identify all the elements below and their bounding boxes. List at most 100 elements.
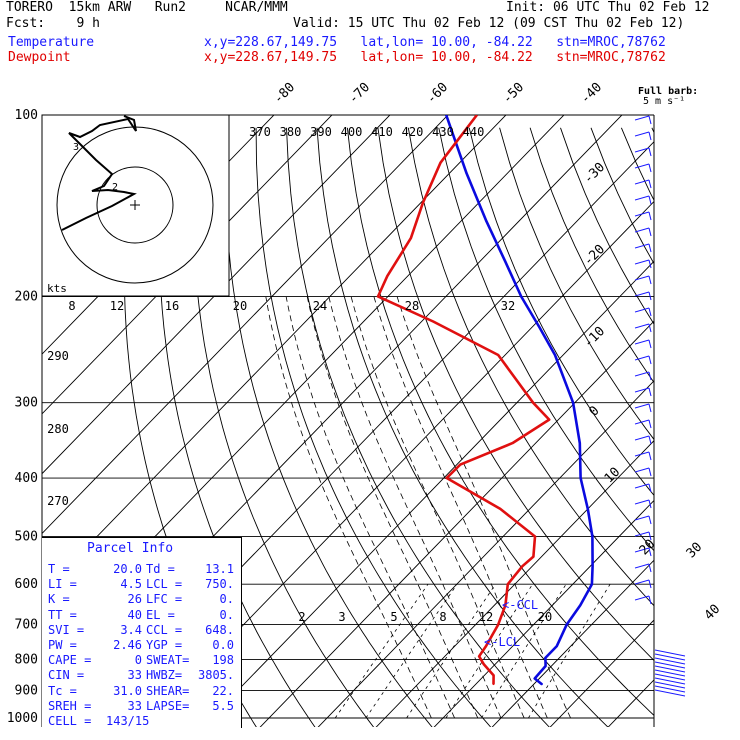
- moist-adiabat-label: 8: [68, 299, 75, 313]
- isotherm-label: 0: [586, 403, 602, 419]
- parcel-row: K = 26 LFC = 0.: [48, 592, 238, 607]
- dry-adiabat: [468, 127, 654, 497]
- wind-barb: [634, 291, 650, 297]
- dewpoint-point: [446, 477, 448, 479]
- parcel-cell: 5.5: [212, 698, 234, 713]
- isotherm-label: 20: [637, 537, 659, 559]
- isotherm-label: 10: [602, 465, 624, 487]
- parcel-cell: CAPE =: [48, 653, 92, 668]
- moist-adiabat-label: 16: [165, 299, 179, 313]
- wind-barb: [654, 677, 686, 685]
- wind-barb-flag: [648, 115, 652, 125]
- temperature-point: [554, 354, 556, 356]
- wind-barb-flag: [648, 547, 652, 557]
- parcel-cell: LCL =: [146, 577, 183, 592]
- isotherm-line: [433, 499, 654, 727]
- dewpoint-point: [476, 115, 478, 116]
- parcel-cell: 13.1: [205, 562, 234, 576]
- isotherm-label: -80: [271, 80, 298, 107]
- wind-barb-flag: [648, 371, 652, 381]
- legend-temperature: Temperature: [8, 35, 95, 50]
- wind-barb-flag: [648, 515, 652, 525]
- wind-barb: [634, 259, 650, 265]
- dewpoint-point: [532, 556, 535, 558]
- parcel-cell: 0: [134, 653, 142, 668]
- moist-adiabat-label: 12: [110, 299, 124, 313]
- wind-barb-flag: [648, 579, 652, 589]
- parcel-cell: CCL =: [146, 622, 183, 637]
- dry-adiabat: [224, 127, 433, 727]
- parcel-row: TT = 40 EL = 0.: [48, 608, 238, 623]
- dewpoint-point: [459, 464, 461, 466]
- wind-barb: [634, 387, 650, 393]
- wind-barb: [634, 563, 650, 569]
- temperature-point: [538, 326, 541, 328]
- wind-barb: [634, 403, 650, 409]
- isotherm-line: [549, 619, 654, 727]
- wind-barb: [654, 673, 686, 681]
- wind-barb: [634, 195, 650, 201]
- dewpoint-point: [497, 354, 499, 356]
- temperature-point: [545, 665, 547, 667]
- dewpoint-point: [499, 508, 501, 510]
- wind-barb-flag: [648, 227, 652, 237]
- wind-barb: [634, 147, 650, 153]
- isotherm-label: -60: [424, 80, 451, 107]
- wind-barb: [634, 163, 650, 169]
- dewpoint-point: [439, 162, 442, 164]
- mixing-ratio-line: [528, 583, 611, 719]
- wind-barb: [634, 307, 650, 313]
- parcel-cell: EL =: [146, 607, 175, 622]
- pressure-tick-label: 400: [15, 471, 38, 486]
- temperature-location: x,y=228.67,149.75 lat,lon= 10.00, -84.22…: [204, 35, 666, 50]
- pressure-tick-label: 300: [15, 396, 38, 411]
- wind-barb-flag: [648, 179, 652, 189]
- isotherm-line: [259, 320, 654, 727]
- wind-barb-flag: [648, 387, 652, 397]
- parcel-row: PW = 2.46 YGP = 0.0: [48, 638, 238, 653]
- wind-barb-flag: [648, 131, 652, 141]
- theta-label: 430: [432, 125, 454, 139]
- dewpoint-point: [478, 655, 480, 657]
- parcel-cell: 4.5: [120, 577, 142, 592]
- wind-barb: [634, 323, 650, 329]
- theta-label: 290: [47, 349, 69, 363]
- parcel-cell: CIN =: [48, 668, 85, 683]
- dewpoint-point: [492, 683, 495, 686]
- dry-adiabat: [407, 127, 654, 607]
- pressure-tick-label: 200: [15, 290, 38, 305]
- parcel-row: T = 20.0 Td = 13.1: [48, 562, 238, 577]
- wind-barb-flag: [648, 483, 652, 493]
- wind-barb-flag: [648, 275, 652, 285]
- isotherm-line: [201, 260, 654, 727]
- dewpoint-point: [511, 442, 514, 444]
- temperature-point: [504, 261, 506, 263]
- wind-barb: [654, 661, 686, 669]
- parcel-cell: 40: [127, 607, 142, 622]
- wind-barb-flag: [648, 323, 652, 333]
- wind-barb: [634, 179, 650, 185]
- wind-barb: [634, 371, 650, 377]
- dewpoint-point: [521, 565, 524, 567]
- moist-adiabat-label: 32: [501, 299, 515, 313]
- moist-adiabat: [285, 296, 455, 719]
- parcel-cell: 31.0: [113, 683, 142, 698]
- parcel-cell: 750.: [205, 577, 234, 592]
- theta-label: 390: [310, 125, 332, 139]
- temperature-point: [445, 115, 447, 116]
- temperature-point: [592, 565, 594, 567]
- mixing-ratio-label: 5: [390, 610, 397, 624]
- moist-adiabat-label: 28: [405, 299, 419, 313]
- dry-adiabat: [651, 127, 654, 134]
- parcel-cell: TT =: [48, 607, 77, 622]
- ccl-label: <-CCL: [502, 598, 538, 612]
- mixing-ratio-line: [445, 583, 533, 719]
- wind-barb: [634, 227, 650, 233]
- dry-adiabat: [438, 127, 654, 552]
- dry-adiabat: [529, 127, 654, 384]
- parcel-cell: 3.4: [120, 622, 142, 637]
- parcel-row: SREH = 33 LAPSE= 5.5: [48, 699, 238, 714]
- isotherm-label: -50: [500, 80, 527, 107]
- forecast-hour: Fcst: 9 h: [6, 16, 100, 31]
- theta-label: 270: [47, 494, 69, 508]
